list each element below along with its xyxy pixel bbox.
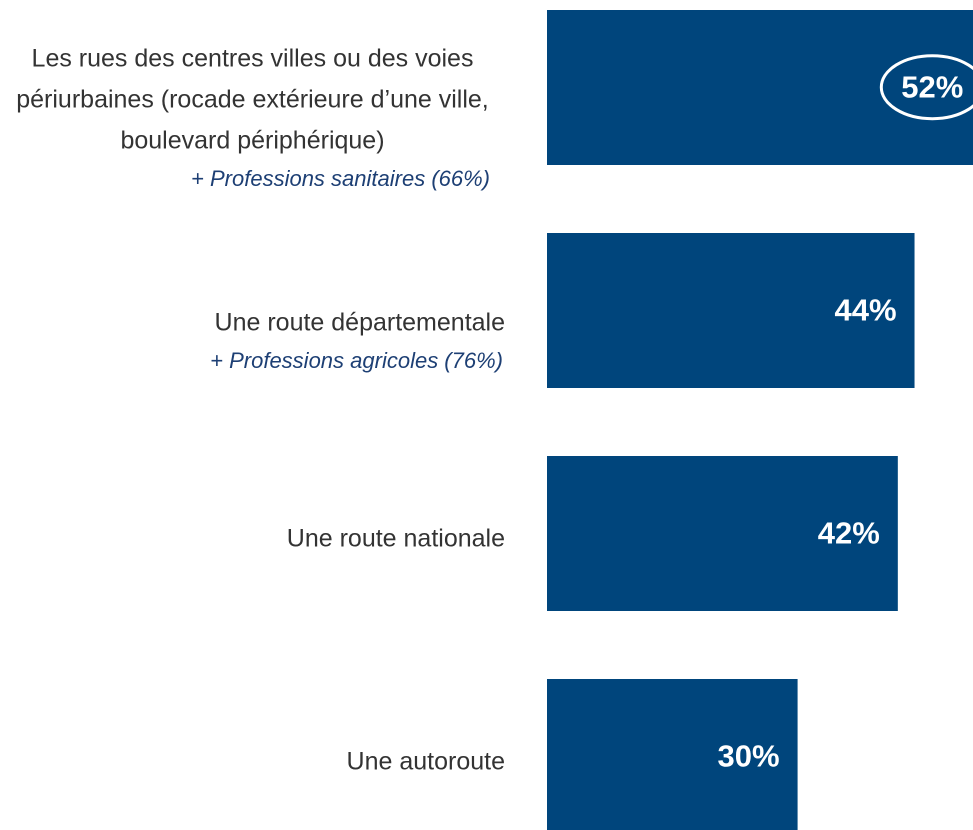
category-label: Une route départementale: [214, 308, 505, 336]
value-label: 30%: [718, 739, 780, 774]
category-note: + Professions sanitaires (66%): [191, 166, 490, 191]
value-label: 52%: [901, 70, 963, 105]
bar: [547, 233, 915, 388]
highlight-circle: [879, 54, 973, 121]
category-note: + Professions agricoles (76%): [210, 348, 503, 373]
bar: [547, 679, 798, 830]
category-label: Une autoroute: [346, 747, 505, 775]
bar: [547, 10, 973, 165]
value-label: 44%: [834, 293, 896, 328]
category-label: Les rues des centres villes ou des voies…: [16, 44, 489, 154]
value-label: 42%: [818, 516, 880, 551]
bar: [547, 456, 898, 611]
category-label: Une route nationale: [286, 524, 505, 552]
